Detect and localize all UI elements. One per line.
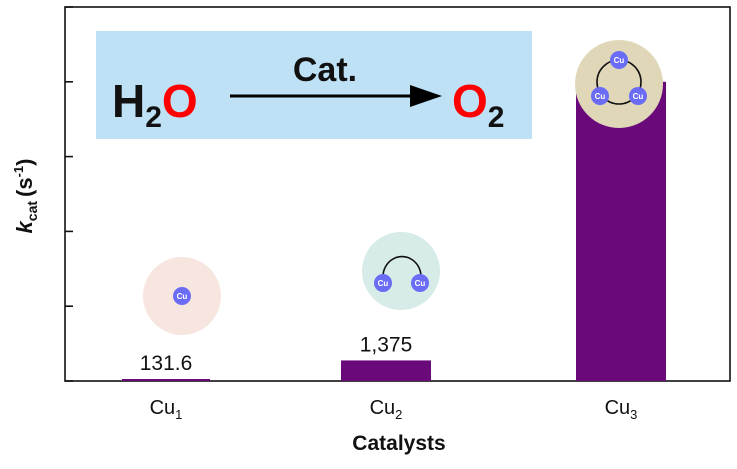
cu-atom-label: Cu [177, 292, 188, 301]
cu-atom [374, 274, 392, 292]
x-ticks: Cu1 Cu2 Cu3 [150, 397, 638, 422]
data-label: 1,375 [360, 333, 413, 356]
cu-atom-label: Cu [415, 279, 426, 288]
y-axis-label: kcat(s-1) [11, 159, 40, 234]
inset-background [96, 31, 532, 139]
bars: 131.61,37520,000 [122, 55, 666, 382]
data-label: 131.6 [140, 352, 193, 375]
cu-atom [610, 51, 628, 69]
bar [576, 81, 666, 382]
cluster-icons: Cu Cu Cu Cu Cu Cu [143, 40, 663, 335]
inset-reactant: H2O [112, 75, 198, 134]
cu-atom-label: Cu [378, 279, 389, 288]
reaction-arrowhead [410, 85, 442, 107]
bar [341, 360, 431, 381]
x-axis-label: Catalysts [352, 432, 445, 455]
cu-atom-label: Cu [633, 92, 644, 101]
cu-atom [629, 87, 647, 105]
x-tick-label: Cu2 [370, 397, 403, 422]
y-ticks [65, 6, 73, 382]
arrow-label: Cat. [293, 51, 357, 89]
inset-product: O2 [452, 75, 504, 134]
bar [122, 379, 210, 381]
x-tick-label: Cu1 [150, 397, 183, 422]
cluster-bond [382, 255, 422, 284]
cu-atom [173, 287, 191, 305]
cu-atom-label: Cu [595, 92, 606, 101]
cluster-cu2-icon [362, 232, 440, 310]
cluster-cu3-icon [575, 40, 663, 128]
cu-atom-label: Cu [614, 56, 625, 65]
cu-atom [591, 87, 609, 105]
reaction-inset: H2O Cat. O2 [96, 31, 532, 139]
cu-atom [411, 274, 429, 292]
x-tick-label: Cu3 [605, 397, 638, 422]
